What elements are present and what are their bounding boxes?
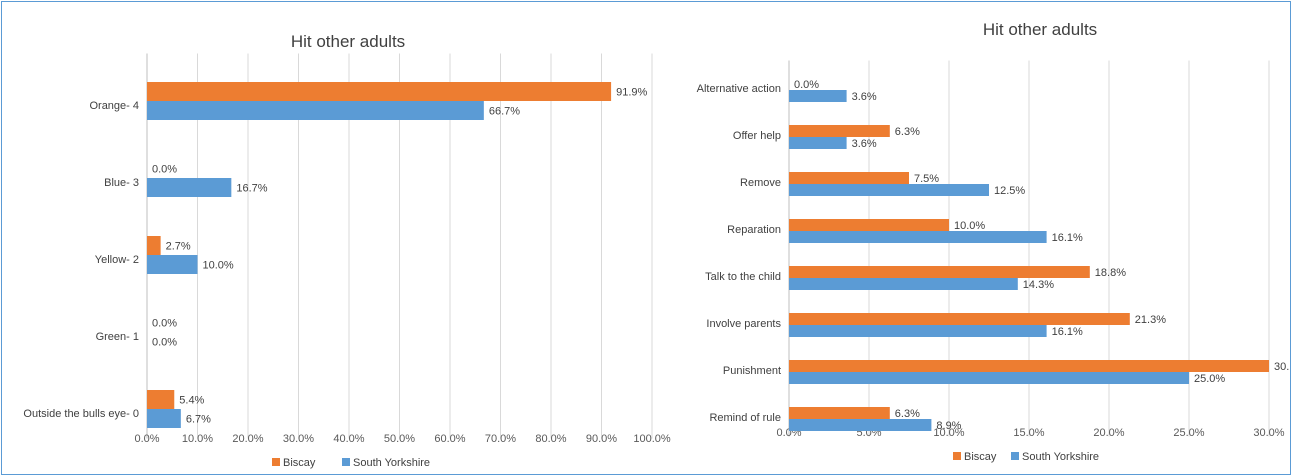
bar-south-yorkshire — [789, 372, 1189, 384]
bar-south-yorkshire — [789, 325, 1047, 337]
data-label: 5.4% — [179, 395, 204, 407]
legend-label: South Yorkshire — [353, 457, 430, 469]
x-tick-label: 0.0% — [134, 433, 159, 445]
category-label: Yellow- 2 — [95, 254, 139, 266]
category-label: Green- 1 — [96, 331, 139, 343]
data-label: 10.0% — [203, 260, 234, 272]
bar-biscay — [789, 125, 890, 137]
bar-biscay — [789, 172, 909, 184]
x-tick-label: 40.0% — [333, 433, 364, 445]
bar-biscay — [147, 82, 612, 101]
data-label: 6.3% — [895, 126, 920, 138]
category-label: Reparation — [727, 224, 781, 236]
legend-label: Biscay — [283, 457, 316, 469]
bar-south-yorkshire — [147, 409, 181, 428]
data-label: 18.8% — [1095, 267, 1126, 279]
data-label: 0.0% — [152, 164, 177, 176]
x-tick-label: 15.0% — [1013, 427, 1044, 439]
legend-label: Biscay — [964, 451, 997, 463]
data-label: 8.9% — [936, 420, 961, 432]
bar-biscay — [789, 219, 949, 231]
data-label: 12.5% — [994, 185, 1025, 197]
bar-south-yorkshire — [789, 419, 932, 431]
data-label: 0.0% — [152, 337, 177, 349]
data-label: 66.7% — [489, 106, 520, 118]
x-tick-label: 80.0% — [535, 433, 566, 445]
x-tick-label: 90.0% — [586, 433, 617, 445]
data-label: 6.7% — [186, 414, 211, 426]
data-label: 30. — [1274, 361, 1289, 373]
bar-biscay — [789, 360, 1269, 372]
x-tick-label: 30.0% — [1253, 427, 1284, 439]
legend-swatch-south-yorkshire — [342, 458, 350, 466]
data-label: 10.0% — [954, 220, 985, 232]
bar-south-yorkshire — [147, 255, 198, 274]
x-tick-label: 100.0% — [633, 433, 671, 445]
data-label: 3.6% — [852, 91, 877, 103]
x-tick-label: 70.0% — [485, 433, 516, 445]
data-label: 2.7% — [166, 241, 191, 253]
bar-south-yorkshire — [789, 90, 847, 102]
bar-south-yorkshire — [147, 178, 232, 197]
data-label: 16.1% — [1052, 232, 1083, 244]
data-label: 91.9% — [616, 87, 647, 99]
bar-south-yorkshire — [789, 278, 1018, 290]
category-label: Alternative action — [697, 83, 781, 95]
legend-label: South Yorkshire — [1022, 451, 1099, 463]
category-label: Involve parents — [706, 318, 781, 330]
bar-south-yorkshire — [789, 184, 989, 196]
category-label: Blue- 3 — [104, 177, 139, 189]
data-label: 16.1% — [1052, 326, 1083, 338]
x-tick-label: 20.0% — [232, 433, 263, 445]
x-tick-label: 50.0% — [384, 433, 415, 445]
category-label: Offer help — [733, 130, 781, 142]
data-label: 7.5% — [914, 173, 939, 185]
x-tick-label: 10.0% — [182, 433, 213, 445]
bar-south-yorkshire — [789, 137, 847, 149]
x-tick-label: 25.0% — [1173, 427, 1204, 439]
chart-title: Hit other adults — [291, 32, 405, 51]
legend-swatch-biscay — [953, 452, 961, 460]
bar-south-yorkshire — [147, 101, 484, 120]
category-label: Remove — [740, 177, 781, 189]
x-tick-label: 10.0% — [933, 427, 964, 439]
data-label: 3.6% — [852, 138, 877, 150]
bar-south-yorkshire — [789, 231, 1047, 243]
category-label: Outside the bulls eye- 0 — [23, 408, 139, 420]
x-tick-label: 30.0% — [283, 433, 314, 445]
data-label: 14.3% — [1023, 279, 1054, 291]
data-label: 16.7% — [236, 183, 267, 195]
chart-title: Hit other adults — [983, 20, 1097, 39]
data-label: 21.3% — [1135, 314, 1166, 326]
bar-biscay — [789, 266, 1090, 278]
bar-biscay — [147, 390, 175, 409]
bar-biscay — [147, 236, 161, 255]
category-label: Remind of rule — [709, 412, 781, 424]
bar-biscay — [789, 313, 1130, 325]
category-label: Talk to the child — [705, 271, 781, 283]
category-label: Punishment — [723, 365, 781, 377]
data-label: 0.0% — [794, 79, 819, 91]
legend-swatch-south-yorkshire — [1011, 452, 1019, 460]
data-label: 6.3% — [895, 408, 920, 420]
legend-swatch-biscay — [272, 458, 280, 466]
x-tick-label: 60.0% — [434, 433, 465, 445]
bar-biscay — [789, 407, 890, 419]
data-label: 25.0% — [1194, 373, 1225, 385]
x-tick-label: 20.0% — [1093, 427, 1124, 439]
category-label: Orange- 4 — [89, 100, 139, 112]
data-label: 0.0% — [152, 318, 177, 330]
